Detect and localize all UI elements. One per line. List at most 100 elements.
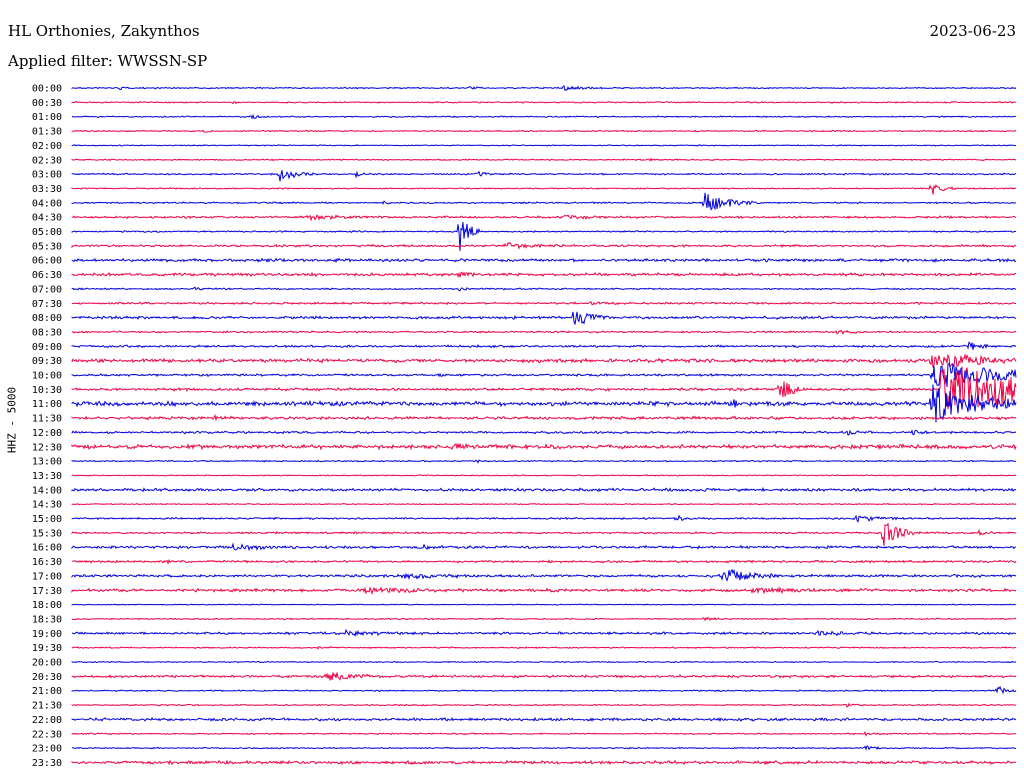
trace-row-0930	[71, 353, 1017, 368]
trace-row-2200	[71, 716, 1017, 723]
time-label: 03:00	[32, 170, 62, 181]
time-label: 23:00	[32, 744, 62, 755]
time-label: 06:00	[32, 256, 62, 267]
trace-row-1700	[71, 568, 1017, 582]
trace-row-0730	[71, 301, 1017, 306]
time-label: 03:30	[32, 184, 62, 195]
time-label: 10:00	[32, 371, 62, 382]
trace-row-1430	[71, 502, 1017, 506]
trace-row-0300	[71, 170, 1017, 182]
trace-row-1630	[71, 559, 1017, 565]
time-label: 08:30	[32, 327, 62, 338]
trace-row-1100	[71, 384, 1017, 423]
trace-row-2230	[71, 730, 1017, 737]
trace-row-1300	[71, 459, 1017, 464]
time-label: 09:30	[32, 356, 62, 367]
time-label: 10:30	[32, 385, 62, 396]
trace-row-0330	[71, 184, 1017, 195]
time-label: 22:30	[32, 729, 62, 740]
time-label: 20:00	[32, 658, 62, 669]
time-label: 14:00	[32, 485, 62, 496]
time-label: 18:30	[32, 614, 62, 625]
time-label: 07:00	[32, 284, 62, 295]
trace-row-0500	[71, 222, 1017, 251]
trace-row-1500	[71, 514, 1017, 523]
trace-row-2300	[71, 745, 1017, 751]
trace-row-0700	[71, 286, 1017, 292]
time-label: 00:00	[32, 84, 62, 95]
time-label: 12:00	[32, 428, 62, 439]
time-label: 11:30	[32, 414, 62, 425]
trace-row-1530	[71, 522, 1017, 546]
trace-row-2000	[71, 660, 1017, 664]
time-label: 21:00	[32, 686, 62, 697]
time-label: 23:30	[32, 758, 62, 769]
trace-row-1830	[71, 616, 1017, 622]
trace-row-1030	[71, 366, 1017, 410]
time-label: 07:30	[32, 299, 62, 310]
trace-row-1200	[71, 429, 1017, 436]
trace-row-1130	[71, 414, 1017, 422]
time-label: 06:30	[32, 270, 62, 281]
trace-row-1400	[71, 486, 1017, 493]
trace-row-0000	[71, 85, 1017, 92]
trace-row-2330	[71, 759, 1017, 766]
time-label: 16:00	[32, 543, 62, 554]
time-label: 00:30	[32, 98, 62, 109]
time-label: 19:30	[32, 643, 62, 654]
time-label: 18:00	[32, 600, 62, 611]
time-label: 02:00	[32, 141, 62, 152]
trace-row-2130	[71, 702, 1016, 708]
trace-row-1230	[71, 442, 1017, 451]
time-label: 04:30	[32, 213, 62, 224]
date-label: 2023-06-23	[929, 22, 1016, 40]
trace-row-0530	[71, 241, 1017, 250]
trace-row-0400	[71, 192, 1017, 211]
time-label: 04:00	[32, 198, 62, 209]
time-label: 22:00	[32, 715, 62, 726]
time-label: 15:30	[32, 528, 62, 539]
trace-row-0030	[71, 100, 1017, 105]
trace-row-1600	[71, 542, 1017, 552]
time-label: 12:30	[32, 442, 62, 453]
trace-row-0430	[71, 214, 1017, 222]
trace-row-1930	[71, 645, 1017, 650]
station-title: HL Orthonies, Zakynthos	[8, 22, 200, 40]
time-label: 13:00	[32, 457, 62, 468]
time-label: 11:00	[32, 399, 62, 410]
filter-label: Applied filter: WWSSN-SP	[8, 52, 208, 70]
time-label: 19:00	[32, 629, 62, 640]
trace-row-1330	[71, 474, 1017, 477]
time-label: 05:30	[32, 241, 62, 252]
trace-row-1900	[71, 628, 1017, 637]
time-label: 16:30	[32, 557, 62, 568]
trace-row-0100	[71, 113, 1017, 120]
trace-row-0900	[71, 341, 1017, 350]
time-label: 09:00	[32, 342, 62, 353]
time-label: 05:00	[32, 227, 62, 238]
time-label: 01:30	[32, 127, 62, 138]
time-label: 20:30	[32, 672, 62, 683]
trace-row-1730	[71, 586, 1017, 595]
trace-row-0200	[71, 144, 1017, 147]
time-label: 15:00	[32, 514, 62, 525]
time-label: 17:00	[32, 571, 62, 582]
trace-row-1800	[71, 603, 1017, 606]
trace-row-0230	[71, 157, 1017, 162]
time-label: 14:30	[32, 500, 62, 511]
time-label: 13:30	[32, 471, 62, 482]
trace-row-0800	[71, 311, 1017, 325]
trace-row-0130	[71, 129, 1017, 133]
trace-row-0830	[71, 329, 1017, 335]
trace-row-0630	[71, 271, 1017, 278]
time-label: 01:00	[32, 112, 62, 123]
time-label: 21:30	[32, 701, 62, 712]
trace-row-2100	[71, 685, 1017, 695]
trace-row-2030	[71, 672, 1017, 681]
time-label: 08:00	[32, 313, 62, 324]
trace-row-0600	[71, 257, 1017, 264]
trace-row-1000	[71, 362, 1017, 388]
time-label: 17:30	[32, 586, 62, 597]
